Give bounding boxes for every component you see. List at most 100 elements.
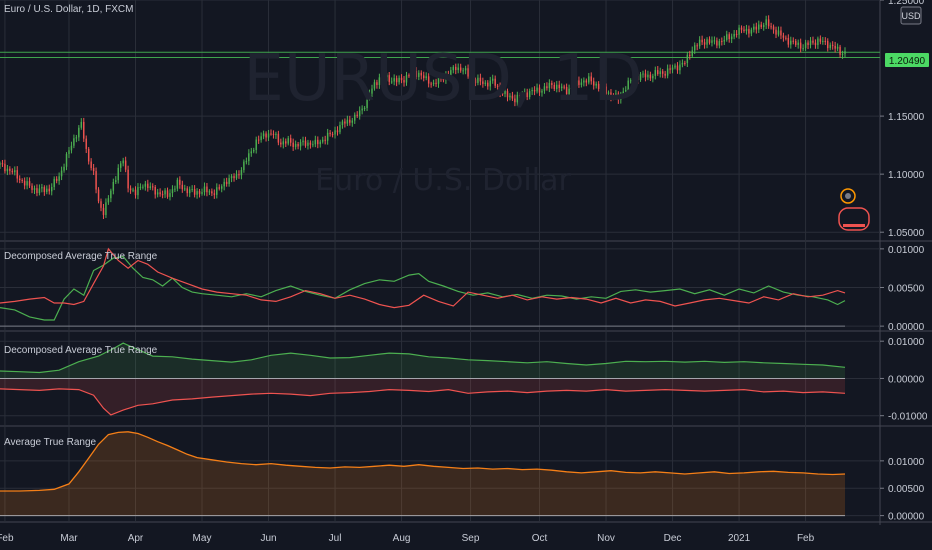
candle-body	[395, 78, 398, 83]
candle-body	[297, 143, 299, 147]
candle-body	[560, 86, 563, 89]
candle-body	[191, 189, 193, 191]
x-tick-label: May	[193, 533, 212, 544]
x-tick-label: Aug	[393, 533, 411, 544]
candle-body	[575, 80, 578, 87]
candle-body	[107, 198, 110, 203]
event-markers[interactable]	[838, 188, 870, 231]
candle-body	[260, 136, 262, 140]
candle-body	[376, 82, 378, 85]
candle-body	[43, 187, 46, 193]
candle-body	[693, 45, 696, 51]
y-tick-label: 0.00500	[888, 284, 925, 295]
candle-body	[824, 40, 827, 42]
candle-body	[36, 188, 38, 194]
candle-body	[363, 107, 366, 109]
candle-body	[521, 94, 524, 97]
candle-body	[0, 163, 1, 165]
candle-body	[117, 167, 119, 181]
candle-body	[400, 77, 403, 81]
candle-body	[804, 42, 807, 49]
candle-body	[371, 88, 373, 94]
candle-body	[159, 192, 161, 195]
candle-body	[597, 83, 600, 89]
candle-body	[110, 190, 112, 199]
candle-body	[206, 186, 208, 193]
candle-body	[33, 188, 36, 190]
candle-body	[18, 178, 21, 181]
candle-body	[450, 70, 452, 77]
y-tick-label: 0.00000	[888, 512, 925, 523]
x-tick-label: 2021	[728, 533, 751, 544]
candle-body	[689, 54, 691, 57]
candle-body	[750, 29, 753, 34]
candle-body	[90, 161, 92, 169]
atr-line[interactable]	[0, 431, 846, 492]
candle-body	[706, 39, 708, 45]
candle-body	[55, 178, 58, 181]
candle-body	[721, 41, 723, 43]
candle-body	[100, 201, 102, 208]
candle-body	[748, 28, 750, 34]
candle-body	[728, 34, 730, 40]
candle-body	[472, 78, 474, 80]
candle-body	[164, 190, 166, 195]
candle-body	[11, 170, 14, 173]
candle-body	[487, 82, 489, 87]
candle-body	[331, 134, 334, 136]
candle-body	[41, 187, 43, 189]
candle-body	[686, 54, 689, 64]
y-tick-label: 0.01000	[888, 337, 925, 348]
candle-body	[698, 39, 701, 47]
x-tick-label: Jul	[329, 533, 342, 544]
candle-body	[248, 153, 250, 162]
candle-body	[834, 45, 836, 49]
y-tick-label: 1.15000	[888, 112, 925, 123]
candle-body	[139, 186, 142, 188]
candle-body	[459, 67, 462, 71]
candle-body	[504, 91, 506, 94]
candle-body	[9, 168, 11, 171]
candle-body	[87, 148, 90, 162]
x-tick-label: Feb	[0, 533, 14, 544]
datr-up-area-line[interactable]	[0, 342, 846, 374]
candle-body	[563, 86, 565, 88]
candle-body	[681, 62, 684, 65]
candle-body	[321, 139, 324, 142]
currency-button-frame[interactable]	[900, 6, 922, 25]
last-price-badge-bg	[885, 53, 929, 67]
candle-body	[425, 76, 427, 79]
candle-body	[844, 51, 846, 54]
candle-body	[427, 76, 430, 84]
candle-body	[531, 89, 533, 92]
candle-body	[526, 92, 528, 98]
datr-down-line[interactable]	[0, 247, 846, 309]
candle-body	[652, 75, 654, 79]
candle-body	[420, 72, 423, 76]
candle-body	[625, 90, 627, 92]
candle-body	[691, 50, 693, 57]
datr-up-area-fill	[0, 343, 845, 379]
candle-body	[174, 188, 176, 190]
candle-body	[275, 133, 277, 135]
candle-body	[304, 140, 307, 146]
candle-body	[713, 40, 716, 42]
candle-body	[701, 39, 703, 43]
candle-body	[179, 179, 181, 185]
candle-body	[265, 133, 267, 138]
candle-body	[314, 139, 317, 145]
candle-body	[553, 84, 556, 89]
currency-button[interactable]: USD	[900, 6, 922, 25]
candle-body	[767, 19, 770, 27]
candle-body	[4, 163, 6, 172]
candle-body	[63, 166, 65, 171]
candle-body	[339, 125, 341, 133]
datr-up-line[interactable]	[0, 255, 846, 321]
candle-body	[302, 140, 304, 143]
candle-body	[381, 73, 383, 78]
candle-body	[543, 86, 546, 91]
candle-body	[270, 133, 272, 135]
datr-down-area-line[interactable]	[0, 388, 846, 416]
candle-body	[334, 130, 336, 135]
